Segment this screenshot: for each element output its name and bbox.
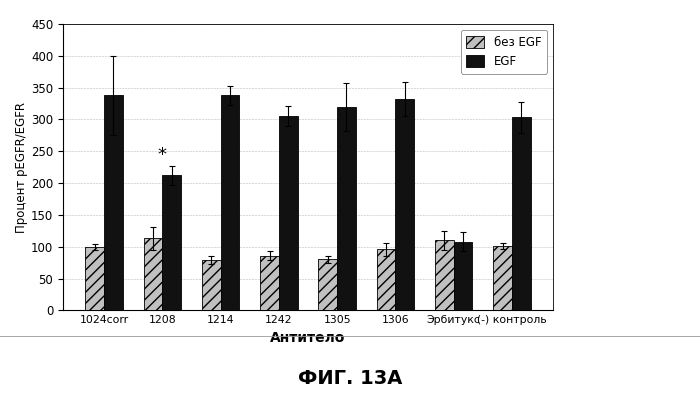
Bar xyxy=(395,99,414,310)
Bar xyxy=(220,95,239,310)
Bar xyxy=(435,240,454,310)
Bar xyxy=(104,95,122,310)
Bar xyxy=(337,107,356,310)
Y-axis label: Процент pEGFR/EGFR: Процент pEGFR/EGFR xyxy=(15,101,28,233)
Bar xyxy=(144,238,162,310)
Bar xyxy=(318,259,337,310)
Bar xyxy=(202,260,220,310)
Bar xyxy=(279,116,298,310)
Bar xyxy=(162,176,181,310)
Text: ФИГ. 13A: ФИГ. 13A xyxy=(298,369,402,388)
Bar xyxy=(260,256,279,310)
Legend: без EGF, EGF: без EGF, EGF xyxy=(461,30,547,74)
Bar xyxy=(494,246,512,310)
Bar xyxy=(512,117,531,310)
Bar xyxy=(454,242,473,310)
Text: *: * xyxy=(158,146,167,164)
Bar xyxy=(85,247,104,310)
Bar xyxy=(377,249,395,310)
X-axis label: Антитело: Антитело xyxy=(270,331,346,345)
